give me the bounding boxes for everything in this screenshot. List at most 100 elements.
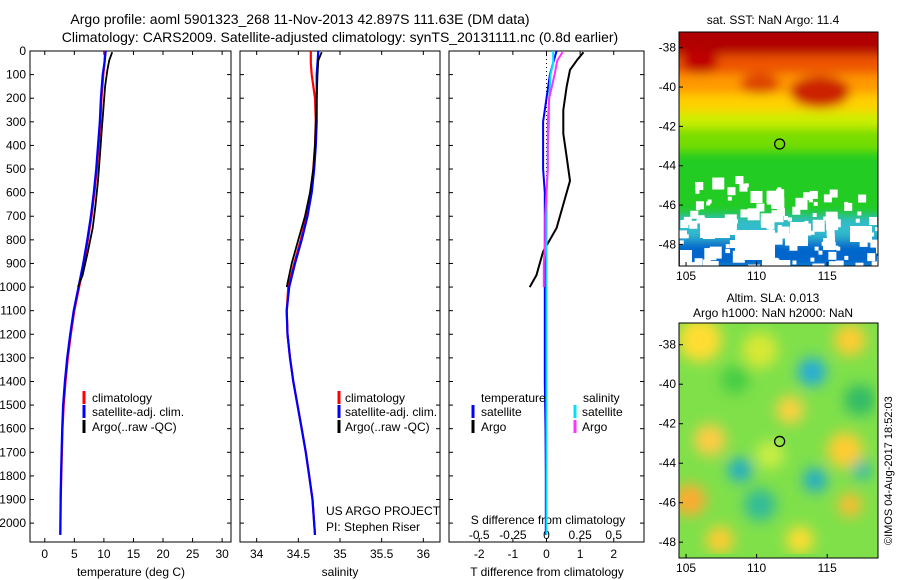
depth-tick-label: 1200 — [0, 327, 26, 341]
difference-legend: temperature salinity satellite Argo sate… — [471, 391, 623, 434]
difference-series-line — [542, 51, 564, 288]
temperature-axis-label: temperature (deg C) — [77, 565, 185, 579]
x-tick-label: 20 — [156, 547, 170, 561]
sla-map-title1: Altim. SLA: 0.013 — [727, 291, 820, 305]
x-tick-label: 30 — [215, 547, 229, 561]
temperature-legend: climatology satellite-adj. clim. Argo(..… — [82, 391, 184, 434]
depth-tick-label: 1100 — [0, 304, 26, 318]
imos-credit: ©IMOS 04-Aug-2017 18:52:03 — [883, 396, 895, 545]
salinity-x-axis: 34 34.5 35 35.5 36 — [250, 51, 430, 561]
s-diff-tick-label: -0.25 — [499, 528, 527, 542]
s-diff-tick-label: 0.5 — [605, 528, 622, 542]
temperature-x-axis: 0 5 10 15 20 25 30 — [41, 51, 229, 561]
sla-map-axes: -38 -40 -42 -44 -46 -48 105 110 115 — [659, 338, 837, 575]
sst-map-title: sat. SST: NaN Argo: 11.4 — [707, 13, 840, 27]
map-y-tick-label: -48 — [659, 535, 677, 549]
sst-map — [679, 32, 878, 266]
depth-tick-label: 700 — [6, 209, 26, 223]
legend-label-s-satellite: satellite — [582, 405, 623, 419]
depth-tick-label: 200 — [6, 91, 26, 105]
legend-label-t-argo: Argo — [481, 420, 507, 434]
map-y-tick-label: -42 — [659, 119, 677, 133]
depth-tick-label: 1500 — [0, 398, 26, 412]
x-tick-label: 36 — [417, 547, 431, 561]
map-x-tick-label: 105 — [676, 269, 696, 283]
s-diff-tick-label: 0 — [543, 528, 550, 542]
map-y-tick-label: -38 — [659, 338, 677, 352]
depth-tick-label: 1800 — [0, 469, 26, 483]
x-tick-label: 5 — [71, 547, 78, 561]
s-diff-tick-label: -0.5 — [469, 528, 490, 542]
depth-tick-label: 800 — [6, 233, 26, 247]
sst-map-axes: -38 -40 -42 -44 -46 -48 105 110 115 — [659, 41, 837, 283]
map-x-tick-label: 115 — [818, 561, 837, 575]
legend-label-climatology: climatology — [92, 391, 152, 405]
map-y-tick-label: -40 — [659, 80, 677, 94]
difference-series-line — [528, 51, 585, 288]
x-tick-label: 35 — [333, 547, 347, 561]
map-y-tick-label: -42 — [659, 417, 677, 431]
x-tick-label: 10 — [97, 547, 111, 561]
s-difference-axis-label: S difference from climatology — [471, 513, 626, 527]
depth-tick-label: 1900 — [0, 493, 26, 507]
map-x-tick-label: 110 — [747, 269, 766, 283]
legend-label-s-argo: Argo — [582, 420, 608, 434]
map-x-tick-label: 105 — [676, 561, 696, 575]
salinity-profile-lines — [285, 50, 323, 535]
salinity-axis-label: salinity — [322, 565, 359, 579]
map-y-tick-label: -38 — [659, 41, 677, 55]
depth-tick-label: 900 — [6, 256, 26, 270]
depth-tick-label: 500 — [6, 162, 26, 176]
sla-argo-position-marker — [773, 435, 786, 448]
legend-head-temperature: temperature — [481, 391, 546, 405]
series-line — [59, 50, 107, 535]
map-y-tick-label: -44 — [659, 456, 677, 470]
depth-tick-label: 300 — [6, 115, 26, 129]
pi-note: PI: Stephen Riser — [326, 520, 420, 534]
legend-label-satellite: satellite-adj. clim. — [92, 405, 184, 419]
x-tick-label: 0 — [543, 547, 550, 561]
x-tick-label: 0 — [41, 547, 48, 561]
x-tick-label: -2 — [474, 547, 485, 561]
map-y-tick-label: -46 — [659, 496, 677, 510]
x-tick-label: 34 — [250, 547, 264, 561]
sla-map — [679, 323, 878, 558]
map-y-tick-label: -40 — [659, 377, 677, 391]
series-line — [285, 51, 317, 535]
depth-tick-label: 0 — [19, 44, 26, 58]
sla-map-title2: Argo h1000: NaN h2000: NaN — [693, 306, 853, 320]
series-line — [77, 51, 114, 288]
legend-label-argo: Argo(..raw -QC) — [345, 420, 430, 434]
s-diff-tick-label: 0.25 — [568, 528, 592, 542]
sst-map-frame — [678, 31, 879, 267]
difference-profile-lines — [528, 50, 585, 535]
depth-tick-label: 2000 — [0, 516, 26, 530]
temperature-profile-lines — [59, 50, 114, 535]
sla-map-frame — [678, 322, 879, 559]
sst-argo-position-marker — [773, 138, 786, 150]
map-y-tick-label: -44 — [659, 159, 677, 173]
salinity-panel-frame — [239, 50, 441, 543]
map-x-tick-label: 110 — [747, 561, 766, 575]
depth-tick-label: 100 — [6, 68, 26, 82]
depth-tick-label: 600 — [6, 186, 26, 200]
depth-tick-label: 1400 — [0, 374, 26, 388]
temperature-panel-frame — [29, 50, 232, 543]
legend-label-argo: Argo(..raw -QC) — [92, 420, 177, 434]
depth-tick-label: 400 — [6, 138, 26, 152]
map-x-tick-label: 115 — [818, 269, 837, 283]
x-tick-label: 15 — [127, 547, 141, 561]
map-y-tick-label: -48 — [659, 237, 677, 251]
x-tick-label: -1 — [508, 547, 519, 561]
series-line — [285, 50, 320, 535]
map-y-tick-label: -46 — [659, 198, 677, 212]
depth-axis: 0 100 200 300 400 500 600 700 800 900 1000 1100 1200… — [0, 44, 644, 530]
figure-title-line2: Climatology: CARS2009. Satellite-adjuste… — [62, 29, 618, 45]
series-line — [285, 51, 323, 288]
x-tick-label: 25 — [186, 547, 200, 561]
legend-label-climatology: climatology — [345, 391, 405, 405]
legend-label-satellite: satellite-adj. clim. — [345, 405, 437, 419]
difference-x-axis: -2 -1 0 1 2 -0.5 -0.25 0 0.25 0.5 — [469, 51, 622, 561]
salinity-legend: climatology satellite-adj. clim. Argo(..… — [337, 391, 437, 434]
